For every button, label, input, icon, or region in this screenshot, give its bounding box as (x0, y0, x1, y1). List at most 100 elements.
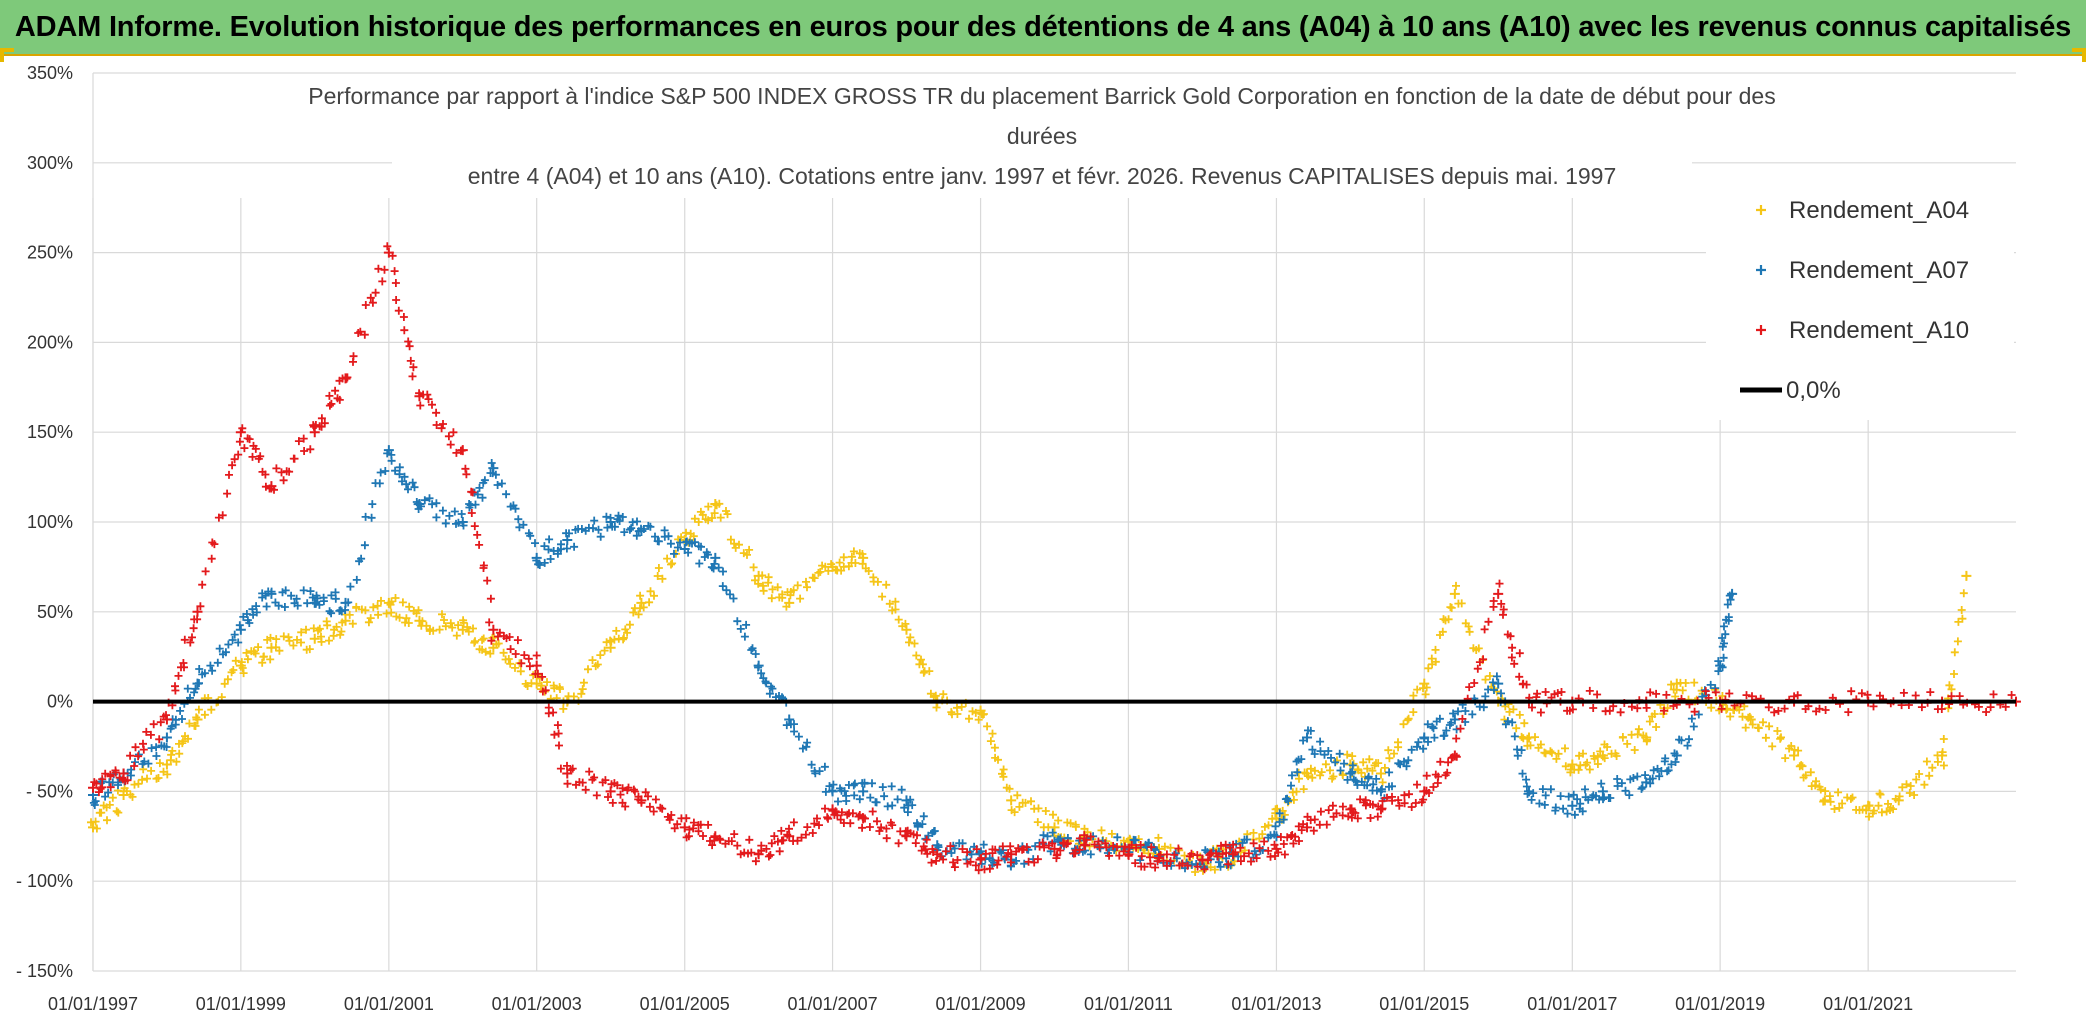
data-point (636, 795, 647, 806)
data-point (266, 481, 277, 492)
data-point (1449, 588, 1460, 599)
data-point (1893, 795, 1904, 806)
x-tick-label: 01/01/2015 (1379, 994, 1469, 1014)
series-rendement_a04 (87, 499, 1972, 876)
data-point (1419, 786, 1430, 797)
data-point (1449, 750, 1460, 761)
data-point (1080, 840, 1091, 851)
y-tick-label: 0% (47, 692, 73, 712)
data-point (1961, 570, 1972, 581)
data-point (383, 247, 394, 258)
x-tick-label: 01/01/2019 (1675, 994, 1765, 1014)
data-point (1302, 768, 1313, 779)
data-point (414, 391, 425, 402)
data-point (1863, 800, 1874, 811)
data-point (901, 624, 912, 635)
x-tick-label: 01/01/1997 (48, 994, 138, 1014)
data-point (309, 633, 320, 644)
data-point (679, 534, 690, 545)
chart-series (87, 242, 2021, 876)
data-point (1727, 588, 1738, 599)
x-tick-label: 01/01/1999 (196, 994, 286, 1014)
data-point (858, 813, 869, 824)
data-point (1375, 768, 1386, 779)
data-point (1493, 678, 1504, 689)
data-point (309, 597, 320, 608)
data-point (192, 606, 203, 617)
data-point (1302, 822, 1313, 833)
data-point (710, 552, 721, 563)
data-point (1671, 750, 1682, 761)
data-point (1671, 678, 1682, 689)
data-point (1049, 822, 1060, 833)
y-tick-label: - 50% (26, 781, 73, 801)
y-tick-label: 300% (27, 153, 73, 173)
x-tick-label: 01/01/2017 (1527, 994, 1617, 1014)
data-point (161, 759, 172, 770)
data-point (827, 786, 838, 797)
data-point (1345, 804, 1356, 815)
data-point (488, 463, 499, 474)
legend-marker (1756, 325, 1766, 335)
data-point (858, 786, 869, 797)
data-point (1449, 714, 1460, 725)
series-markers (87, 499, 1971, 876)
y-tick-label: 150% (27, 422, 73, 442)
data-point (710, 499, 721, 510)
data-point (192, 714, 203, 725)
data-point (1123, 849, 1134, 860)
data-point (235, 660, 246, 671)
data-point (753, 660, 764, 671)
legend-label: Rendement_A04 (1789, 197, 1969, 224)
chart-legend: Rendement_A04 Rendement_A07 Rendement_A10 0… (1706, 180, 2014, 420)
x-tick-label: 01/01/2001 (344, 994, 434, 1014)
data-point (1493, 588, 1504, 599)
report-banner-title: ADAM Informe. Evolution historique des p… (14, 10, 2072, 43)
data-point (858, 552, 869, 563)
title-bg (982, 118, 1102, 152)
data-point (1006, 849, 1017, 860)
x-axis-ticks: 01/01/1997 01/01/1999 01/01/2001 01/01/2003… (48, 994, 1913, 1014)
data-point (1049, 843, 1060, 854)
x-tick-label: 01/01/2009 (936, 994, 1026, 1014)
x-tick-label: 01/01/2021 (1823, 994, 1913, 1014)
report-banner: ADAM Informe. Evolution historique des p… (0, 0, 2086, 56)
data-point (1597, 786, 1608, 797)
data-point (1153, 852, 1164, 863)
y-tick-label: - 100% (16, 871, 73, 891)
data-point (975, 854, 986, 865)
x-tick-label: 01/01/2003 (492, 994, 582, 1014)
data-point (1567, 800, 1578, 811)
data-point (531, 660, 542, 671)
data-point (161, 714, 172, 725)
data-point (605, 642, 616, 653)
title-bg (222, 78, 1862, 112)
data-point (1715, 660, 1726, 671)
data-point (192, 678, 203, 689)
data-point (235, 427, 246, 438)
data-point (1789, 750, 1800, 761)
data-point (266, 588, 277, 599)
data-point (88, 782, 98, 793)
data-point (605, 786, 616, 797)
data-point (636, 525, 647, 536)
data-point (1197, 854, 1208, 865)
data-point (1419, 732, 1430, 743)
data-point (457, 624, 468, 635)
data-point (901, 795, 912, 806)
chart-title: Performance par rapport à l'indice S&P 5… (222, 78, 1862, 192)
data-point (710, 831, 721, 842)
data-point (118, 768, 129, 779)
legend-label: 0,0% (1786, 377, 1841, 404)
data-point (562, 534, 573, 545)
data-point (605, 517, 616, 527)
data-point (784, 714, 795, 725)
data-point (1819, 795, 1830, 806)
series-markers (89, 449, 1737, 873)
data-point (679, 822, 690, 833)
data-point (531, 552, 542, 563)
data-point (383, 597, 394, 608)
data-point (932, 849, 943, 860)
data-point (118, 789, 129, 800)
data-point (1745, 714, 1756, 725)
